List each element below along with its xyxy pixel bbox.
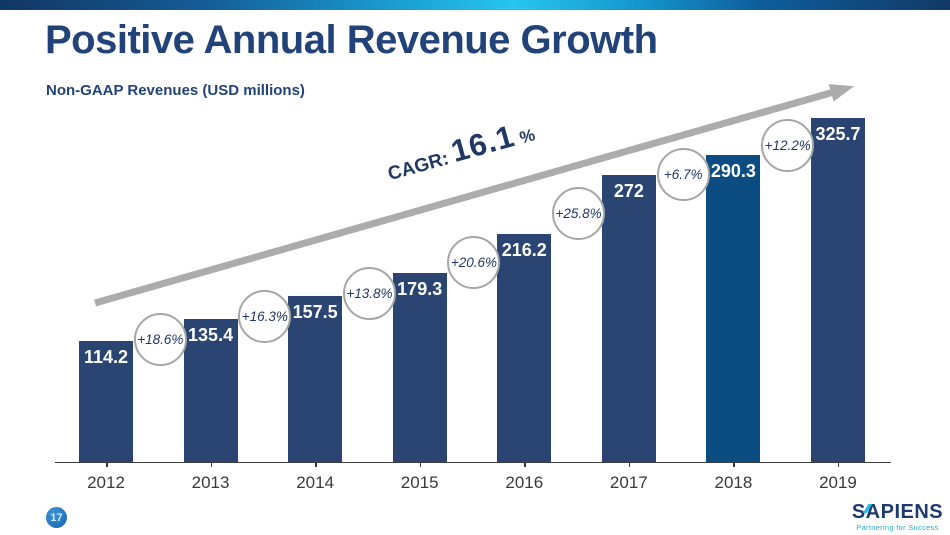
x-axis-label-2014: 2014: [296, 473, 335, 492]
growth-circle-2014: +16.3%: [238, 289, 292, 343]
sapiens-wordmark: SAPIENS: [851, 501, 944, 523]
bar-value-label: 179.3: [397, 278, 443, 299]
chart-subtitle: Non-GAAP Revenues (USD millions): [46, 82, 305, 99]
growth-circle-2015: +13.8%: [342, 266, 396, 320]
x-axis-label-2012: 2012: [87, 473, 125, 492]
bar-value-label: 114.2: [83, 347, 129, 368]
axis-tick: [210, 462, 213, 467]
bar-value-label: 216.2: [501, 239, 547, 260]
x-axis-label-2013: 2013: [191, 473, 230, 492]
logo-a-swoosh-icon: [863, 504, 873, 513]
bar-value-label: 272: [613, 180, 644, 201]
sapiens-logo: SAPIENS Partnering for Success: [850, 502, 945, 532]
bar-2013: 135.4: [183, 318, 238, 462]
bar-2017: 272: [601, 174, 656, 462]
x-axis-label-2015: 2015: [400, 473, 439, 492]
growth-circle-2018: +6.7%: [656, 147, 710, 201]
axis-tick: [419, 462, 422, 467]
growth-circle-2017: +25.8%: [552, 186, 606, 240]
axis-tick: [524, 462, 526, 467]
bar-value-label: 325.7: [815, 123, 861, 144]
x-axis-label-2018: 2018: [714, 473, 753, 492]
bar-2015: 179.3: [392, 272, 447, 462]
growth-circle-2013: +18.6%: [133, 312, 187, 366]
bar-value-label: 157.5: [292, 301, 338, 322]
page-number-badge: 17: [46, 507, 67, 528]
bar-2018: 290.3: [706, 155, 761, 462]
axis-tick: [733, 462, 735, 467]
axis-tick: [315, 462, 317, 467]
slide-title: Positive Annual Revenue Growth: [45, 18, 658, 62]
bar-2012: 114.2: [79, 341, 133, 462]
bar-2014: 157.5: [288, 295, 343, 462]
bar-2019: 325.7: [810, 117, 865, 462]
top-accent-bar: [0, 0, 950, 10]
x-axis-label-2016: 2016: [505, 473, 544, 492]
logo-tagline: Partnering for Success: [856, 523, 939, 532]
axis-tick: [106, 462, 108, 467]
x-axis-label-2017: 2017: [609, 473, 648, 492]
bar-value-label: 135.4: [188, 324, 234, 345]
axis-tick: [837, 462, 840, 467]
axis-tick: [628, 462, 631, 467]
bar-value-label: 290.3: [710, 161, 756, 182]
growth-circle-2016: +20.6%: [447, 235, 501, 289]
x-axis: [55, 462, 891, 463]
page-number: 17: [50, 511, 63, 524]
x-axis-label-2019: 2019: [819, 473, 857, 492]
growth-circle-2019: +12.2%: [761, 119, 815, 173]
bar-2016: 216.2: [497, 233, 552, 462]
